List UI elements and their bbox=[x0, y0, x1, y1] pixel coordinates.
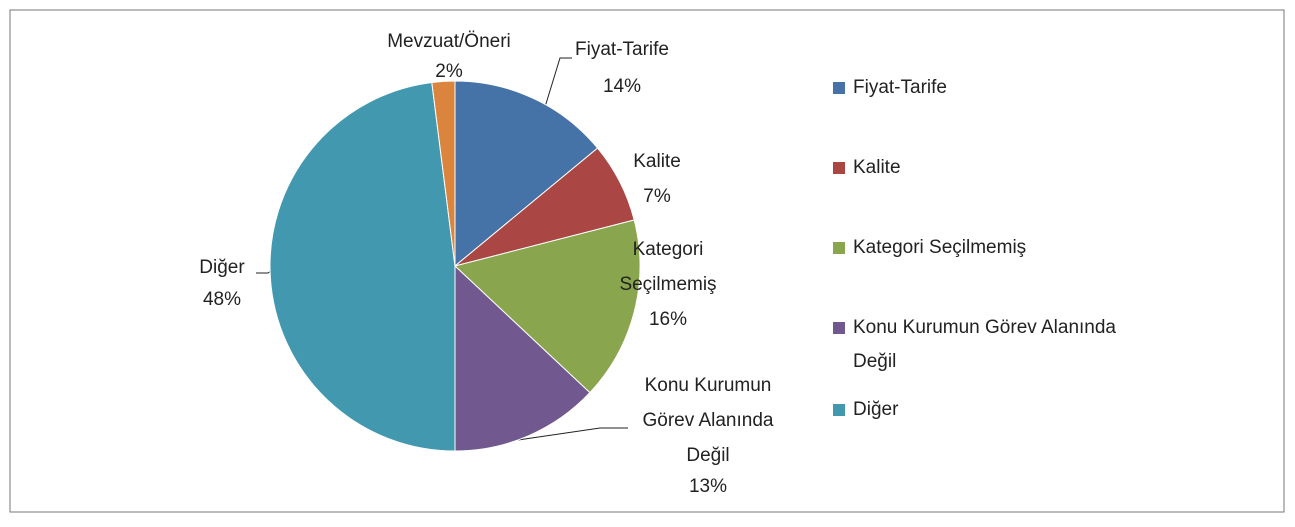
legend-swatch bbox=[833, 82, 845, 94]
data-label-value: 7% bbox=[643, 186, 671, 207]
legend-label: Fiyat-Tarife bbox=[853, 77, 947, 98]
pie-slice bbox=[453, 219, 641, 394]
legend-label: Konu Kurumun Görev Alanında Değil bbox=[853, 317, 1116, 372]
pie-slice bbox=[269, 81, 456, 452]
legend-label: Kategori Seçilmemiş bbox=[853, 237, 1026, 258]
data-label-value: 16% bbox=[649, 309, 687, 330]
data-label-name: Kalite bbox=[633, 151, 681, 172]
pie-slice bbox=[454, 80, 599, 268]
legend-swatch bbox=[833, 322, 845, 334]
data-label-name: Diğer bbox=[199, 257, 245, 278]
legend-label: Diğer bbox=[853, 399, 899, 420]
data-label-name: Konu Kurumun Görev Alanında Değil bbox=[643, 375, 774, 466]
pie-slice bbox=[454, 264, 591, 452]
data-label-value: 14% bbox=[603, 76, 641, 97]
legend-label: Kalite bbox=[853, 157, 901, 178]
chart-frame bbox=[9, 9, 1285, 513]
data-label-name: Mevzuat/Öneri bbox=[387, 31, 511, 52]
legend-swatch bbox=[833, 404, 845, 416]
leader-line bbox=[517, 427, 628, 441]
pie-slice bbox=[431, 80, 456, 267]
data-label-name: Kategori Seçilmemiş bbox=[619, 239, 716, 295]
data-label-value: 13% bbox=[689, 476, 727, 497]
legend-swatch bbox=[833, 242, 845, 254]
data-label-value: 48% bbox=[203, 289, 241, 310]
leader-line bbox=[544, 57, 572, 108]
data-label-value: 2% bbox=[435, 61, 463, 82]
data-label-name: Fiyat-Tarife bbox=[575, 39, 669, 60]
legend-swatch bbox=[833, 162, 845, 174]
